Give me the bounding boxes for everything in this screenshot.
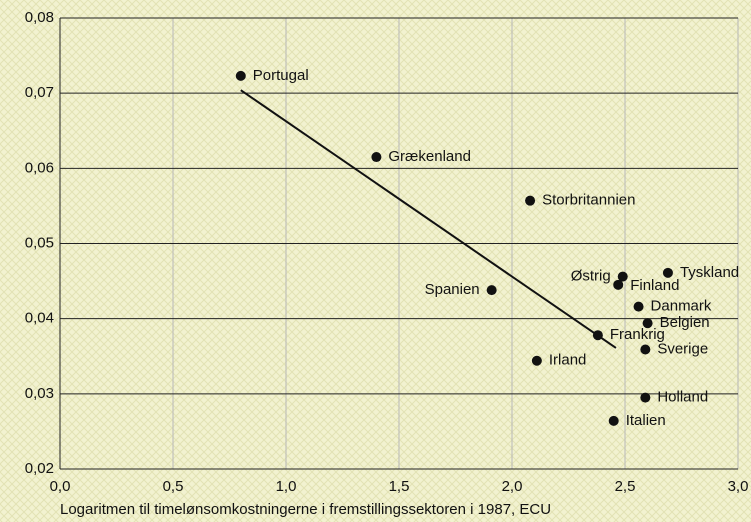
point [613,279,624,290]
x-tick-label: 1,5 [389,478,410,495]
point-label: Østrig [571,268,611,285]
point [617,271,628,282]
point [525,195,536,206]
y-tick-label: 0,03 [25,385,54,402]
point-label: Irland [549,352,587,369]
point-label: Belgien [660,314,710,331]
x-axis-title: Logaritmen til timelønsomkostningerne i … [60,501,551,518]
point-label: Tyskland [680,264,739,281]
point-label: Spanien [425,281,480,298]
point [640,344,651,355]
point [642,318,653,329]
point [633,301,644,312]
point [235,70,246,81]
trend-line [240,89,617,349]
point-label: Frankrig [610,326,665,343]
point-label: Italien [626,412,666,429]
point [608,415,619,426]
y-tick-label: 0,07 [25,84,54,101]
x-tick-label: 2,5 [615,478,636,495]
point [371,152,382,163]
point [640,392,651,403]
point-label: Grækenland [388,148,471,165]
point [486,285,497,296]
x-tick-label: 2,0 [502,478,523,495]
y-tick-label: 0,04 [25,310,54,327]
x-tick-label: 0,5 [163,478,184,495]
y-tick-label: 0,08 [25,9,54,26]
point-label: Portugal [253,67,309,84]
y-tick-label: 0,05 [25,234,54,251]
point-label: Storbritannien [542,192,635,209]
point-label: Danmark [651,298,712,315]
point-label: Holland [657,389,708,406]
x-tick-label: 1,0 [276,478,297,495]
x-tick-label: 0,0 [50,478,71,495]
point [592,330,603,341]
y-tick-label: 0,06 [25,159,54,176]
point [531,355,542,366]
point [662,267,673,278]
x-tick-label: 3,0 [728,478,749,495]
y-tick-label: 0,02 [25,460,54,477]
point-label: Sverige [657,340,708,357]
point-label: Finland [630,277,679,294]
